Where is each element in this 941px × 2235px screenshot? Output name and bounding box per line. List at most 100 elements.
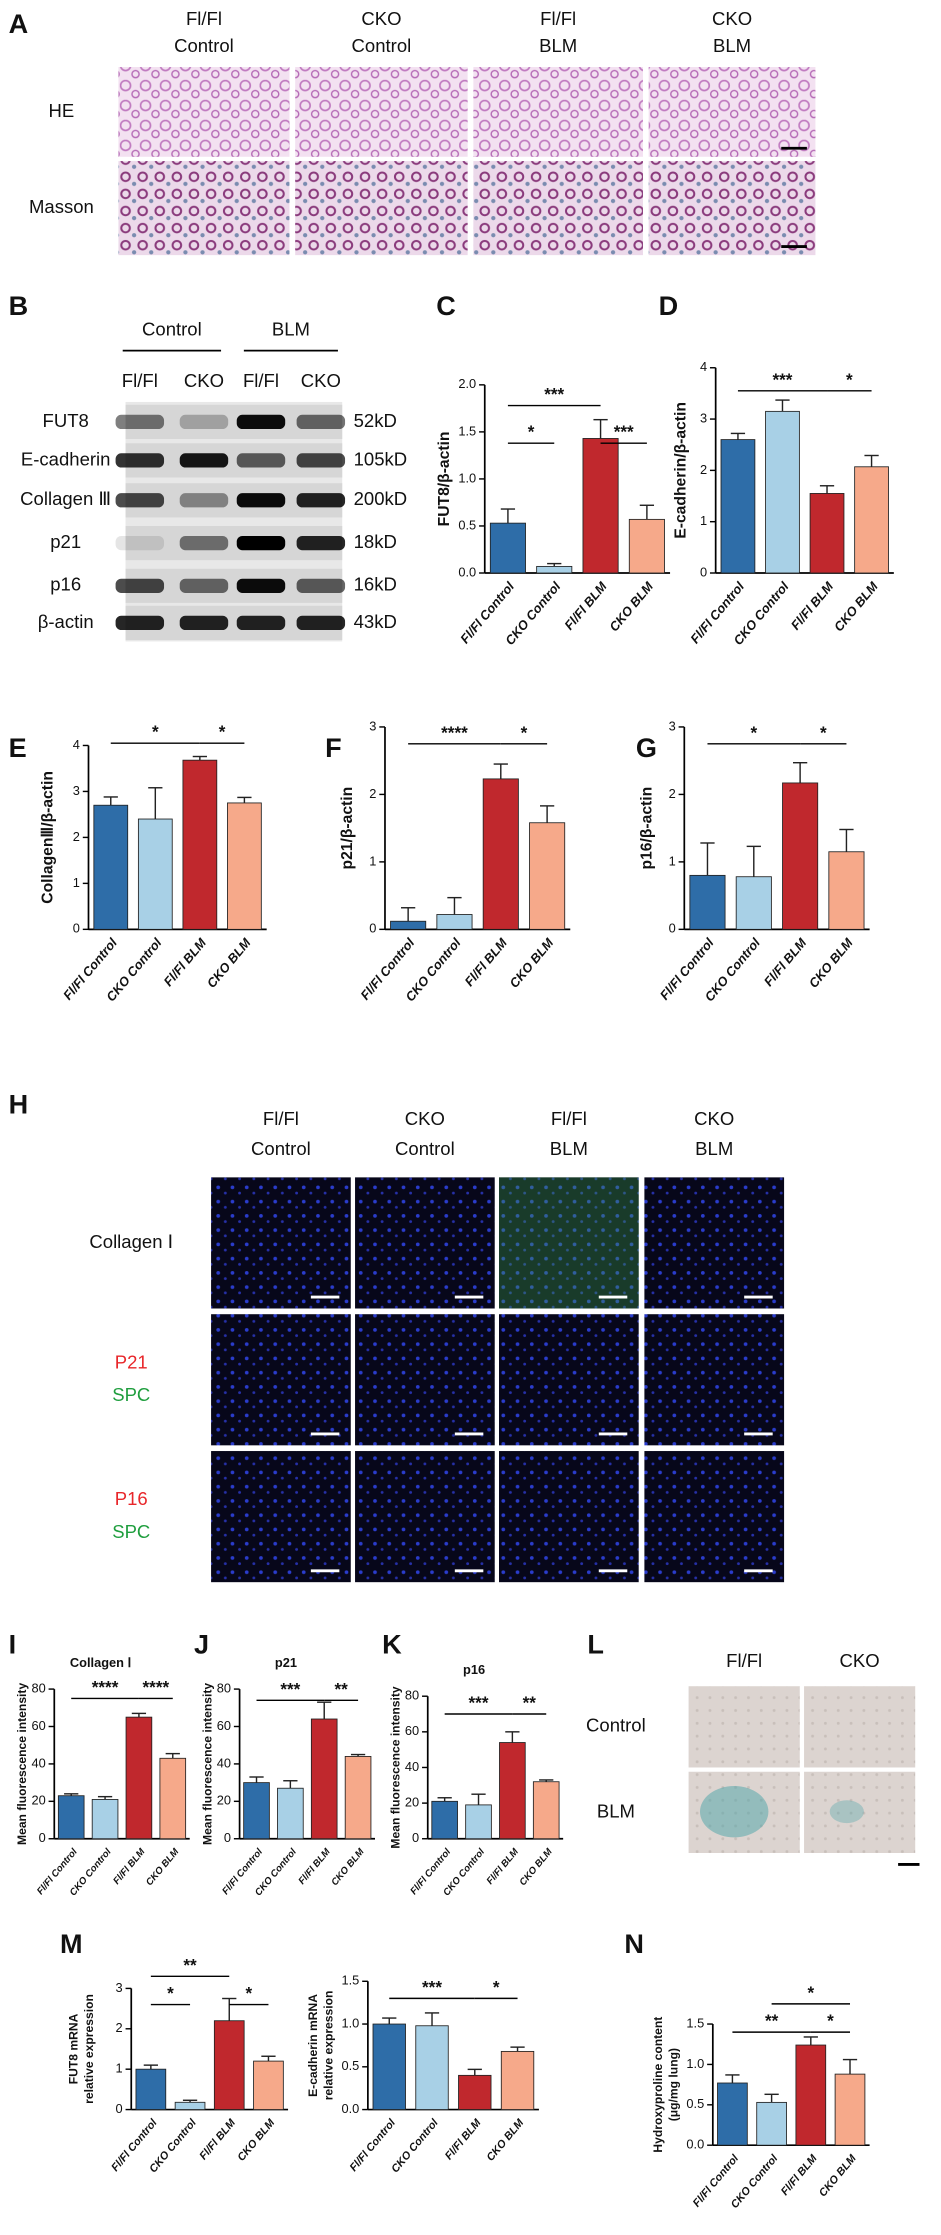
- protein-label: FUT8: [43, 410, 89, 431]
- fluorescence-image: [355, 1451, 495, 1583]
- y-tick-label: 0: [369, 921, 376, 936]
- y-tick-label: 0.0: [458, 564, 476, 579]
- protein-label: p21: [50, 531, 81, 552]
- fluorescence-image: [355, 1177, 495, 1309]
- bar: [628, 518, 665, 574]
- panel-letter: B: [9, 290, 29, 321]
- stained-image: [804, 1686, 916, 1768]
- micrograph: [648, 161, 816, 256]
- blot-band: [115, 493, 165, 508]
- lane-label: Fl/Fl: [122, 370, 158, 391]
- significance-label: *: [846, 370, 853, 389]
- column-header: Control: [352, 35, 412, 56]
- x-tick-label: CKO BLM: [144, 1846, 182, 1888]
- significance-label: ***: [422, 1978, 442, 1997]
- y-axis-label: Mean fluorescence intensity: [389, 1686, 403, 1848]
- bar: [415, 2025, 449, 2110]
- x-tick-label: CKO BLM: [329, 1846, 367, 1888]
- column-header: BLM: [550, 1138, 588, 1159]
- panel-letter: N: [624, 1928, 644, 1959]
- row-label: SPC: [112, 1384, 150, 1405]
- significance-label: **: [334, 1680, 348, 1699]
- y-tick-label: 0.5: [686, 2096, 704, 2111]
- panel-letter: K: [382, 1628, 402, 1659]
- panel-letter: I: [9, 1628, 17, 1659]
- y-tick-label: 20: [31, 1793, 45, 1808]
- blot-band: [115, 578, 165, 593]
- column-header: BLM: [713, 35, 751, 56]
- panel-letter: F: [325, 732, 342, 763]
- y-tick-label: 40: [405, 1759, 419, 1774]
- collagen-signal: [499, 1177, 639, 1309]
- blot-band: [236, 535, 286, 551]
- column-header: CKO: [840, 1650, 880, 1671]
- bar: [436, 914, 473, 930]
- bar: [344, 1756, 372, 1840]
- blot-band: [179, 535, 229, 551]
- y-axis-label: relative expression: [82, 1994, 96, 2104]
- bar: [489, 522, 526, 574]
- significance-label: ****: [441, 723, 468, 742]
- y-tick-label: 80: [405, 1688, 419, 1703]
- sa-beta-gal-stain: [699, 1786, 769, 1838]
- bar: [390, 920, 427, 930]
- bar: [182, 759, 218, 930]
- fluorescence-image: [211, 1177, 351, 1309]
- column-header: CKO: [405, 1108, 445, 1129]
- significance-label: **: [765, 2012, 779, 2031]
- panel-letter: J: [194, 1628, 209, 1659]
- bar: [227, 802, 262, 930]
- y-tick-label: 0.0: [686, 2137, 704, 2152]
- blot-band: [236, 493, 286, 508]
- significance-label: *: [167, 1984, 174, 2003]
- micrograph: [473, 66, 643, 157]
- blot-band: [179, 453, 229, 468]
- bar: [765, 410, 800, 574]
- y-tick-label: 3: [369, 718, 376, 733]
- y-tick-label: 2.0: [458, 376, 476, 391]
- bar: [854, 466, 889, 574]
- column-header: Fl/Fl: [726, 1650, 762, 1671]
- column-header: CKO: [712, 8, 752, 29]
- row-label: Control: [586, 1715, 646, 1736]
- y-tick-label: 80: [217, 1680, 231, 1695]
- size-label: 200kD: [354, 488, 408, 509]
- protein-label: β-actin: [38, 611, 94, 632]
- y-axis-label: Mean fluorescence intensity: [15, 1683, 29, 1845]
- x-tick-label: Fl/Fl BLM: [461, 935, 510, 989]
- row-label: HE: [49, 100, 75, 121]
- panel-letter: H: [9, 1088, 29, 1119]
- bar: [834, 2073, 866, 2146]
- y-axis-label: FUT8/β-actin: [436, 432, 453, 527]
- bar: [125, 1716, 153, 1840]
- fluorescence-image: [211, 1314, 351, 1446]
- y-tick-label: 1: [369, 853, 376, 868]
- sa-beta-gal-stain: [829, 1800, 864, 1824]
- y-axis-label: E-cadherin mRNA: [306, 1994, 320, 2097]
- column-header: Control: [251, 1138, 311, 1159]
- panel-letter: M: [60, 1928, 83, 1959]
- stained-image: [804, 1771, 916, 1853]
- fluorescence-image: [499, 1314, 639, 1446]
- bar: [500, 2050, 535, 2110]
- y-tick-label: 2: [369, 786, 376, 801]
- y-tick-label: 1.5: [686, 2015, 704, 2030]
- bar: [482, 778, 519, 930]
- x-tick-label: Fl/Fl BLM: [761, 935, 810, 989]
- lane-label: CKO: [301, 370, 341, 391]
- protein-label: E-cadherin: [21, 448, 111, 469]
- x-tick-label: CKO BLM: [806, 935, 856, 991]
- panel-letter: L: [587, 1628, 604, 1659]
- bar: [277, 1787, 304, 1840]
- x-tick-label: CKO BLM: [235, 2116, 277, 2163]
- bar: [372, 2023, 406, 2110]
- y-tick-label: 60: [217, 1718, 231, 1733]
- y-axis-label: p16/β-actin: [638, 787, 655, 870]
- bar: [795, 2044, 827, 2146]
- bar: [782, 782, 819, 930]
- size-label: 18kD: [354, 531, 397, 552]
- fluorescence-image: [644, 1314, 785, 1446]
- y-tick-label: 1.0: [342, 2015, 360, 2030]
- bar: [828, 851, 865, 930]
- column-header: Control: [174, 35, 234, 56]
